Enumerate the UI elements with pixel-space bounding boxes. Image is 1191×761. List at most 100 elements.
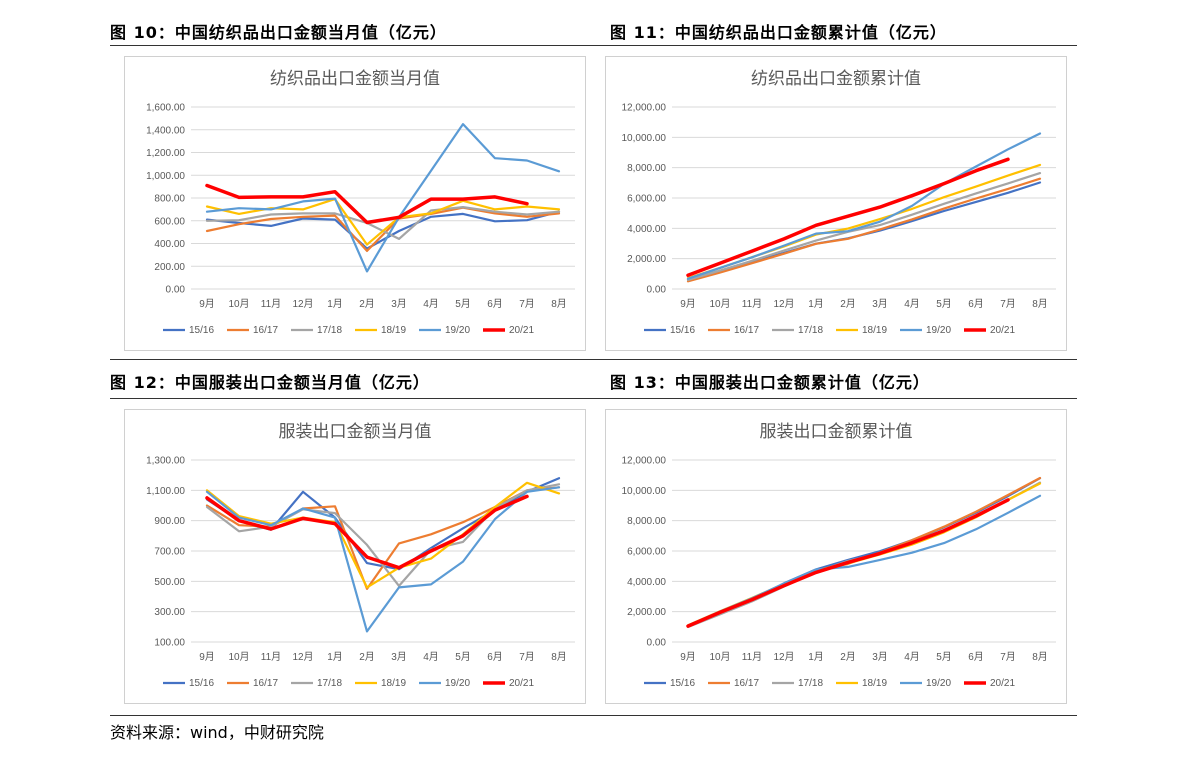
y-tick-label: 1,000.00	[146, 171, 185, 182]
x-tick-label: 5月	[455, 651, 471, 663]
y-tick-label: 200.00	[154, 262, 185, 273]
x-tick-label: 5月	[936, 298, 952, 310]
x-tick-label: 6月	[968, 298, 984, 310]
fig13-title: 服装出口金额累计值	[760, 422, 913, 441]
legend-label: 20/21	[990, 325, 1015, 336]
legend-label: 18/19	[862, 325, 887, 336]
y-tick-label: 0.00	[647, 285, 667, 296]
series-line-16-17	[205, 206, 561, 252]
x-tick-label: 2月	[359, 298, 375, 310]
x-tick-label: 2月	[840, 298, 856, 310]
x-tick-label: 7月	[1000, 651, 1016, 663]
legend-label: 19/20	[445, 678, 470, 689]
legend-label: 17/18	[798, 678, 823, 689]
fig10-title: 纺织品出口金额当月值	[270, 69, 440, 88]
series-line-20-21	[205, 494, 529, 570]
y-tick-label: 1,200.00	[146, 148, 185, 159]
fig11-heading: 图 11：中国纺织品出口金额累计值（亿元）	[610, 23, 947, 42]
legend-label: 19/20	[926, 325, 951, 336]
rule-lower-right	[595, 398, 1077, 399]
fig12-panel: 服装出口金额当月值 100.00 300.00 500.00 700.00 900.00 1…	[124, 409, 586, 704]
x-tick-label: 2月	[840, 651, 856, 663]
x-tick-label: 3月	[391, 651, 407, 663]
x-tick-label: 10月	[228, 651, 249, 663]
legend-label: 18/19	[381, 678, 406, 689]
x-tick-label: 4月	[423, 298, 439, 310]
legend-label: 15/16	[189, 325, 214, 336]
y-tick-label: 1,300.00	[146, 456, 185, 467]
x-tick-label: 10月	[709, 298, 730, 310]
series-line-18-19	[205, 481, 561, 589]
rule-top-left	[110, 45, 600, 46]
x-tick-label: 12月	[773, 651, 794, 663]
legend-label: 20/21	[990, 678, 1015, 689]
x-tick-label: 5月	[936, 651, 952, 663]
x-tick-label: 8月	[551, 651, 567, 663]
x-tick-label: 3月	[872, 651, 888, 663]
series-line-15-16	[205, 210, 561, 250]
series-line-20-21	[205, 183, 529, 225]
x-tick-label: 8月	[1032, 651, 1048, 663]
legend-label: 16/17	[253, 325, 278, 336]
legend-label: 19/20	[926, 678, 951, 689]
x-tick-label: 12月	[292, 298, 313, 310]
y-tick-label: 4,000.00	[627, 224, 666, 235]
legend-label: 17/18	[798, 325, 823, 336]
x-tick-label: 7月	[519, 651, 535, 663]
fig12-title: 服装出口金额当月值	[279, 422, 432, 441]
legend-label: 16/17	[253, 678, 278, 689]
series-line-17-18	[686, 171, 1042, 281]
x-tick-label: 6月	[968, 651, 984, 663]
y-tick-label: 800.00	[154, 194, 185, 205]
rule-lower-left	[110, 398, 600, 399]
x-tick-label: 4月	[423, 651, 439, 663]
x-tick-label: 4月	[904, 298, 920, 310]
legend-label: 17/18	[317, 678, 342, 689]
x-tick-label: 4月	[904, 651, 920, 663]
x-tick-label: 9月	[680, 298, 696, 310]
legend-label: 18/19	[862, 678, 887, 689]
fig10-heading: 图 10：中国纺织品出口金额当月值（亿元）	[110, 23, 447, 42]
legend-label: 16/17	[734, 678, 759, 689]
x-tick-label: 11月	[261, 298, 281, 310]
source-note: 资料来源：wind，中财研究院	[110, 723, 324, 742]
y-tick-label: 8,000.00	[627, 163, 666, 174]
fig10-panel: 纺织品出口金额当月值 0.00 200.00 400.00 600.00 800.00 1,…	[124, 56, 586, 351]
series-line-15-16	[205, 477, 561, 571]
y-tick-label: 600.00	[154, 216, 185, 227]
x-tick-label: 10月	[709, 651, 730, 663]
x-tick-label: 12月	[292, 651, 313, 663]
fig12-chart: 服装出口金额当月值 100.00 300.00 500.00 700.00 900.00 1…	[146, 422, 575, 689]
fig12-heading: 图 12：中国服装出口金额当月值（亿元）	[110, 373, 430, 392]
series-line-19-20	[205, 486, 561, 633]
x-tick-label: 8月	[1032, 298, 1048, 310]
y-tick-label: 0.00	[166, 285, 186, 296]
x-tick-label: 11月	[742, 298, 762, 310]
legend-label: 20/21	[509, 678, 534, 689]
y-tick-label: 400.00	[154, 239, 185, 250]
legend-label: 20/21	[509, 325, 534, 336]
x-tick-label: 2月	[359, 651, 375, 663]
series-line-20-21	[686, 498, 1010, 628]
legend-label: 15/16	[670, 678, 695, 689]
y-tick-label: 6,000.00	[627, 194, 666, 205]
x-tick-label: 11月	[742, 651, 762, 663]
y-tick-label: 700.00	[154, 547, 185, 558]
x-tick-label: 9月	[199, 651, 215, 663]
x-tick-label: 3月	[391, 298, 407, 310]
fig11-chart: 纺织品出口金额累计值 0.00 2,000.00 4,000.00 6,000.00 8,…	[622, 69, 1056, 336]
rule-top-right	[595, 45, 1077, 46]
x-tick-label: 3月	[872, 298, 888, 310]
fig10-chart: 纺织品出口金额当月值 0.00 200.00 400.00 600.00 800.00 1,…	[146, 69, 575, 336]
y-tick-label: 6,000.00	[627, 547, 666, 558]
y-tick-label: 12,000.00	[622, 456, 667, 467]
x-tick-label: 1月	[808, 298, 824, 310]
legend-label: 18/19	[381, 325, 406, 336]
y-tick-label: 900.00	[154, 516, 185, 527]
x-tick-label: 5月	[455, 298, 471, 310]
x-tick-label: 12月	[773, 298, 794, 310]
x-tick-label: 1月	[327, 651, 343, 663]
legend-label: 15/16	[670, 325, 695, 336]
series-line-19-20	[205, 122, 561, 273]
y-tick-label: 300.00	[154, 607, 185, 618]
